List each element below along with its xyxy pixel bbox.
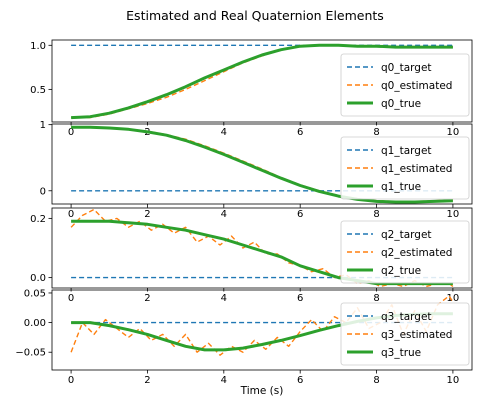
legend-label: q2_target — [381, 229, 432, 241]
series-line-true — [71, 125, 453, 204]
legend-label: q3_target — [381, 311, 432, 323]
y-tick-label: 0.00 — [24, 318, 46, 329]
axes-frame — [51, 289, 473, 371]
legend-label: q1_target — [381, 145, 432, 157]
y-tick-label: 0.2 — [30, 214, 46, 225]
x-tick-label: 10 — [447, 293, 460, 304]
axes-frame — [51, 123, 473, 205]
subplot-2: 0 2 4 6 8 10 0.0 0.2 q2_target q2_estimated q2_tru… — [30, 207, 473, 304]
x-tick-label: 2 — [144, 209, 150, 220]
x-tick-label: 6 — [297, 375, 303, 386]
x-tick-label: 0 — [68, 127, 74, 138]
y-tick-label: 0.0 — [30, 273, 46, 284]
x-tick-label: 0 — [68, 375, 74, 386]
legend: q1_target q1_estimated q1_true — [340, 136, 470, 200]
legend-label: q0_true — [381, 98, 421, 110]
legend-box — [340, 220, 470, 284]
y-tick-label: 1.0 — [30, 41, 46, 52]
legend-label: q3_estimated — [381, 329, 452, 341]
plot-area — [70, 208, 454, 288]
axes-frame — [51, 207, 473, 289]
legend-label: q2_estimated — [381, 247, 452, 259]
legend-label: q1_estimated — [381, 163, 452, 175]
figure-title: Estimated and Real Quaternion Elements — [126, 8, 384, 23]
x-tick-label: 4 — [221, 127, 227, 138]
x-tick-label: 6 — [297, 293, 303, 304]
plot-area — [71, 43, 453, 120]
x-tick-label: 10 — [447, 375, 460, 386]
legend-box — [340, 302, 470, 366]
series-line-true — [71, 43, 453, 120]
legend-label: q1_true — [381, 181, 421, 193]
x-tick-label: 0 — [68, 293, 74, 304]
x-tick-label: 4 — [221, 375, 227, 386]
x-tick-label: 8 — [373, 375, 379, 386]
x-tick-label: 8 — [373, 127, 379, 138]
x-tick-label: 8 — [373, 209, 379, 220]
x-tick-label: 6 — [297, 209, 303, 220]
y-tick-label: 0.05 — [24, 288, 46, 299]
x-tick-label: 0 — [68, 209, 74, 220]
y-tick-label: 0 — [40, 186, 46, 197]
series-line-true — [71, 219, 453, 286]
legend: q0_target q0_estimated q0_true — [340, 53, 470, 117]
subplot-1: 0 2 4 6 8 10 0 1 q1_target q1_estimated q1_true — [40, 120, 473, 220]
y-tick-label: −0.05 — [15, 348, 46, 359]
legend: q2_target q2_estimated q2_true — [340, 220, 470, 284]
legend-box — [340, 53, 470, 117]
subplot-3: 0 2 4 6 8 10 0.05 0.00 −0.05 q3_target q3_estimate… — [15, 288, 473, 386]
x-tick-label: 2 — [144, 293, 150, 304]
x-tick-label: 2 — [144, 375, 150, 386]
x-tick-label: 10 — [447, 127, 460, 138]
legend-label: q0_target — [381, 62, 432, 74]
y-tick-label: 1 — [40, 120, 46, 131]
x-tick-label: 10 — [447, 209, 460, 220]
plot-area — [71, 125, 453, 204]
legend: q3_target q3_estimated q3_true — [340, 302, 470, 366]
x-tick-label: 8 — [373, 293, 379, 304]
y-tick-label: 0.5 — [30, 85, 46, 96]
legend-label: q2_true — [381, 265, 421, 277]
x-tick-label: 4 — [221, 293, 227, 304]
legend-label: q3_true — [381, 347, 421, 359]
subplot-0: 0 2 4 6 8 100.51.0q0_targetq0_estimatedq0_tru… — [30, 39, 473, 138]
legend-box — [340, 136, 470, 200]
legend-label: q0_estimated — [381, 80, 452, 92]
axes-frame — [51, 39, 473, 123]
x-axis-label: Time (s) — [240, 385, 284, 397]
x-tick-label: 4 — [221, 209, 227, 220]
subplots: 0 2 4 6 8 100.51.0q0_targetq0_estimatedq0_tru… — [15, 39, 473, 386]
x-tick-label: 6 — [297, 127, 303, 138]
